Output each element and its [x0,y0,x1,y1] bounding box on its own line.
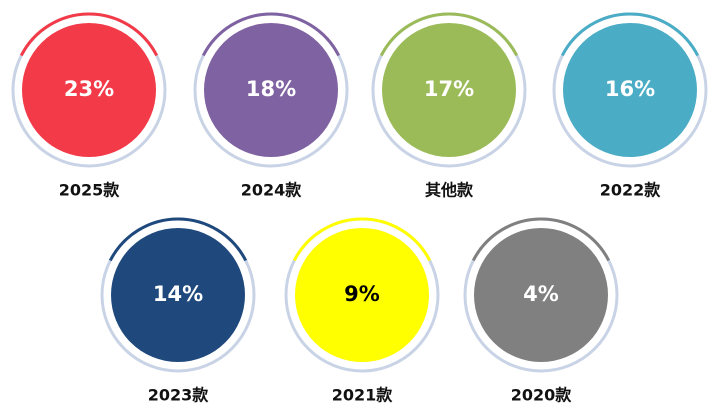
ring-accent [471,217,611,262]
ring-accent [560,12,700,57]
value-label: 14% [153,282,203,306]
category-label: 2024款 [241,181,303,200]
category-label: 2025款 [59,181,121,200]
category-label: 其他款 [425,181,474,200]
circle-mark [295,228,429,362]
circle-mark [382,23,516,157]
circle-mark [474,228,608,362]
circle-mark [563,23,697,157]
category-label: 2021款 [332,386,394,405]
circle-mark [22,23,156,157]
ring-accent [108,217,248,262]
value-label: 18% [246,77,296,101]
circle-mark [111,228,245,362]
value-label: 4% [523,282,559,306]
category-label: 2022款 [600,181,662,200]
value-label: 9% [344,282,380,306]
category-label: 2023款 [148,386,210,405]
value-label: 23% [64,77,114,101]
category-label: 2020款 [511,386,573,405]
ring-accent [292,217,432,262]
ring-accent [201,12,341,57]
ring-accent [379,12,519,57]
value-label: 16% [605,77,655,101]
value-label: 17% [424,77,474,101]
ring-accent [19,12,159,57]
circle-mark [204,23,338,157]
